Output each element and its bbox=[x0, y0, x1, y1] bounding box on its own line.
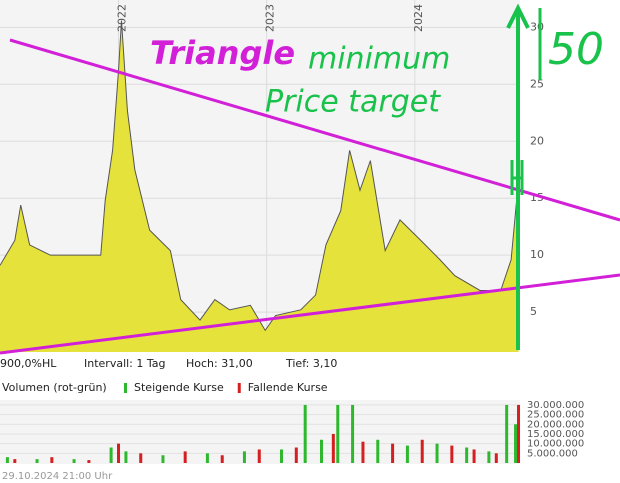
volume-bar bbox=[487, 451, 491, 463]
annotation: 50 bbox=[548, 24, 604, 75]
legend-swatch bbox=[124, 383, 127, 393]
volume-bar bbox=[465, 447, 469, 463]
volume-bar bbox=[13, 459, 17, 463]
volume-bar bbox=[161, 455, 165, 463]
volume-bar bbox=[279, 449, 283, 463]
volume-bar bbox=[391, 443, 395, 463]
volume-bar bbox=[336, 404, 340, 463]
y-tick-label: 20.000.000 bbox=[527, 419, 584, 430]
volume-bar bbox=[514, 424, 518, 463]
volume-bar bbox=[117, 443, 121, 463]
annotation: Price target bbox=[265, 85, 441, 120]
x-tick-label: 2024 bbox=[412, 4, 425, 32]
price-area bbox=[0, 20, 519, 353]
volume-bar bbox=[139, 453, 143, 463]
y-tick-label: 25.000.000 bbox=[527, 410, 584, 421]
volume-bar bbox=[517, 404, 521, 463]
y-tick-label: 10 bbox=[530, 248, 544, 261]
volume-bar bbox=[124, 451, 128, 463]
volume-bar bbox=[319, 439, 323, 463]
stat: Intervall: 1 Tag bbox=[84, 357, 166, 370]
volume-bar bbox=[109, 447, 113, 463]
volume-bar bbox=[242, 451, 246, 463]
y-tick-label: 30 bbox=[530, 20, 544, 33]
legend-swatch bbox=[237, 383, 241, 393]
volume-bar bbox=[351, 404, 355, 463]
legend-label: Fallende Kurse bbox=[248, 381, 328, 394]
volume-bar bbox=[257, 449, 261, 463]
annotation: Triangle bbox=[150, 34, 295, 72]
footer: 29.10.2024 21:00 Uhr bbox=[2, 471, 113, 482]
volume-bar bbox=[87, 460, 91, 463]
y-tick-label: 10.000.000 bbox=[527, 439, 584, 450]
stat: Hoch: 31,00 bbox=[186, 357, 253, 370]
pole-mark bbox=[510, 160, 524, 195]
volume-bar bbox=[376, 439, 380, 463]
y-tick-label: 15.000.000 bbox=[527, 429, 584, 440]
y-tick-label: 5.000.000 bbox=[527, 448, 578, 459]
x-tick-label: 2023 bbox=[264, 4, 277, 32]
annotation: minimum bbox=[308, 42, 450, 77]
volume-bar bbox=[5, 457, 9, 463]
volume-bar bbox=[220, 455, 224, 463]
volume-bar bbox=[361, 441, 365, 463]
volume-bar bbox=[183, 451, 187, 463]
y-tick-label: 25 bbox=[530, 77, 544, 90]
x-tick-label: 2022 bbox=[116, 4, 129, 32]
volume-bar bbox=[72, 459, 76, 463]
volume-bar bbox=[303, 404, 307, 463]
volume-bar bbox=[35, 459, 39, 463]
volume-bar bbox=[450, 445, 454, 463]
volume-bar bbox=[494, 453, 498, 463]
volume-title: Volumen (rot-grün) bbox=[2, 381, 107, 394]
volume-bar bbox=[435, 443, 439, 463]
volume-bar bbox=[472, 449, 476, 463]
target-arrow bbox=[506, 3, 530, 350]
volume-bar bbox=[205, 453, 209, 463]
volume-bar bbox=[331, 433, 335, 463]
legend-label: Steigende Kurse bbox=[134, 381, 224, 394]
volume-bar bbox=[420, 439, 424, 463]
y-tick-label: 30.000.000 bbox=[527, 400, 584, 411]
volume-bar bbox=[294, 447, 298, 463]
y-tick-label: 20 bbox=[530, 134, 544, 147]
volume-bar bbox=[505, 404, 509, 463]
price-line bbox=[0, 20, 520, 332]
volume-bar bbox=[405, 445, 409, 463]
y-tick-label: 5 bbox=[530, 305, 537, 318]
stat: 900,0%HL bbox=[0, 357, 57, 370]
volume-bar bbox=[50, 457, 54, 463]
stat: Tief: 3,10 bbox=[285, 357, 337, 370]
